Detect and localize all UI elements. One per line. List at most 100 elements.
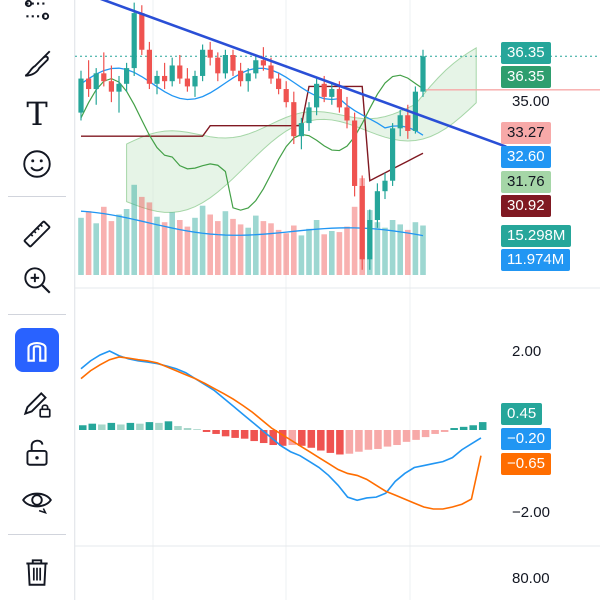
- volume-bar: [374, 222, 381, 275]
- macd-histogram-bar: [155, 422, 163, 430]
- candle-body: [154, 75, 160, 84]
- candle-body: [359, 185, 365, 260]
- macd-histogram-bar: [183, 428, 192, 430]
- volume-bar: [253, 215, 259, 275]
- macd-histogram-bar: [250, 430, 258, 442]
- macd-histogram-bar: [393, 430, 401, 446]
- tool-delete-button[interactable]: [12, 550, 62, 594]
- macd-value-badge: −0.65: [501, 453, 551, 475]
- volume-badge: 11.974M: [501, 249, 571, 271]
- macd-histogram-bar: [98, 424, 106, 430]
- volume-bar: [230, 218, 236, 275]
- tool-trend-lines-button[interactable]: [12, 0, 62, 34]
- volume-bar: [291, 225, 297, 275]
- price-badge: 36.35: [501, 66, 551, 88]
- candle-body: [390, 128, 396, 181]
- volume-bar: [123, 209, 130, 275]
- candle-body: [412, 91, 418, 131]
- macd-histogram-bar: [278, 430, 287, 446]
- pencil-lock-icon: [23, 392, 51, 418]
- brush-icon: [24, 50, 51, 77]
- volume-bar: [131, 184, 137, 275]
- candle-body: [215, 57, 221, 74]
- macd-histogram-bar: [126, 422, 135, 430]
- price-badge: 30.92: [501, 195, 551, 217]
- macd-histogram-bar: [469, 425, 477, 430]
- volume-bar: [215, 221, 221, 275]
- toolbar-separator: [8, 534, 66, 535]
- macd-axis-tick: −2.00: [512, 504, 550, 521]
- volume-bar: [78, 217, 84, 275]
- candle-body: [253, 60, 259, 74]
- candle-body: [344, 107, 350, 121]
- cloud-band: [126, 47, 477, 213]
- macd-histogram-bar: [440, 430, 449, 432]
- price-badge: 31.76: [501, 171, 551, 193]
- toolbar-separator: [8, 314, 66, 315]
- tool-visibility-button[interactable]: [12, 478, 62, 522]
- macd-histogram-bar: [459, 426, 468, 430]
- tool-emoji-button[interactable]: [12, 142, 62, 186]
- active-tool-highlight: [15, 328, 59, 372]
- tool-magnet-button[interactable]: [12, 328, 62, 372]
- macd-value-badge: 0.45: [501, 403, 543, 425]
- toolbar-separator: [8, 196, 66, 197]
- macd-histogram-bar: [164, 421, 173, 430]
- price-badge: 32.60: [501, 146, 551, 168]
- candle-body: [101, 73, 107, 82]
- candle-body: [336, 89, 342, 108]
- volume-bar: [101, 206, 107, 275]
- candle-body: [291, 102, 297, 137]
- macd-histogram-bar: [79, 425, 87, 430]
- macd-value-badge: −0.20: [501, 428, 551, 450]
- volume-bar: [154, 216, 160, 275]
- candle-body: [352, 120, 358, 186]
- tool-unlock-button[interactable]: [12, 430, 62, 474]
- signal-line: [80, 356, 482, 510]
- candle-body: [200, 49, 206, 76]
- volume-bar: [93, 223, 99, 275]
- tool-zoom-button[interactable]: [12, 258, 62, 302]
- pattern-lines-icon: [24, 0, 50, 20]
- unlock-icon: [26, 439, 48, 466]
- zoom-in-icon: [24, 267, 51, 294]
- candle-body: [78, 78, 84, 113]
- lagging-span-line: [80, 74, 424, 211]
- volume-bar: [207, 214, 213, 275]
- volume-bar: [313, 220, 320, 275]
- macd-histogram-bar: [345, 430, 354, 454]
- candle-body: [222, 55, 228, 74]
- macd-histogram-bar: [88, 423, 97, 430]
- volume-bar: [306, 228, 312, 275]
- candle-body: [374, 191, 380, 220]
- candle-body: [306, 107, 312, 124]
- candle-body: [238, 70, 244, 82]
- macd-histogram-bar: [307, 430, 316, 448]
- volume-bar: [237, 224, 244, 275]
- candle-body: [245, 73, 251, 82]
- trend-line-drawing: [99, 0, 507, 148]
- macd-histogram-bar: [421, 430, 430, 438]
- price-axis-tick: 35.00: [512, 93, 550, 110]
- baseline-line: [81, 85, 424, 182]
- macd-histogram-bar: [450, 428, 458, 430]
- candle-body: [162, 75, 168, 82]
- chart-area[interactable]: [75, 0, 600, 600]
- macd-histogram-bar: [355, 430, 363, 452]
- volume-bar: [275, 229, 282, 275]
- tool-text-button[interactable]: T: [12, 92, 62, 136]
- candle-body: [382, 180, 388, 192]
- macd-histogram-bar: [174, 426, 182, 430]
- macd-histogram-bar: [145, 422, 154, 430]
- candle-body: [405, 115, 411, 131]
- tool-measure-button[interactable]: [12, 212, 62, 256]
- candle-body: [169, 65, 175, 82]
- volume-bar: [184, 226, 191, 275]
- tool-brush-button[interactable]: [12, 42, 62, 86]
- macd-histogram-bar: [117, 424, 125, 430]
- candle-body: [146, 49, 152, 84]
- candle-body: [268, 65, 274, 79]
- candle-body: [367, 220, 373, 260]
- tool-lock-drawings-button[interactable]: [12, 382, 62, 426]
- volume-bar: [412, 222, 419, 275]
